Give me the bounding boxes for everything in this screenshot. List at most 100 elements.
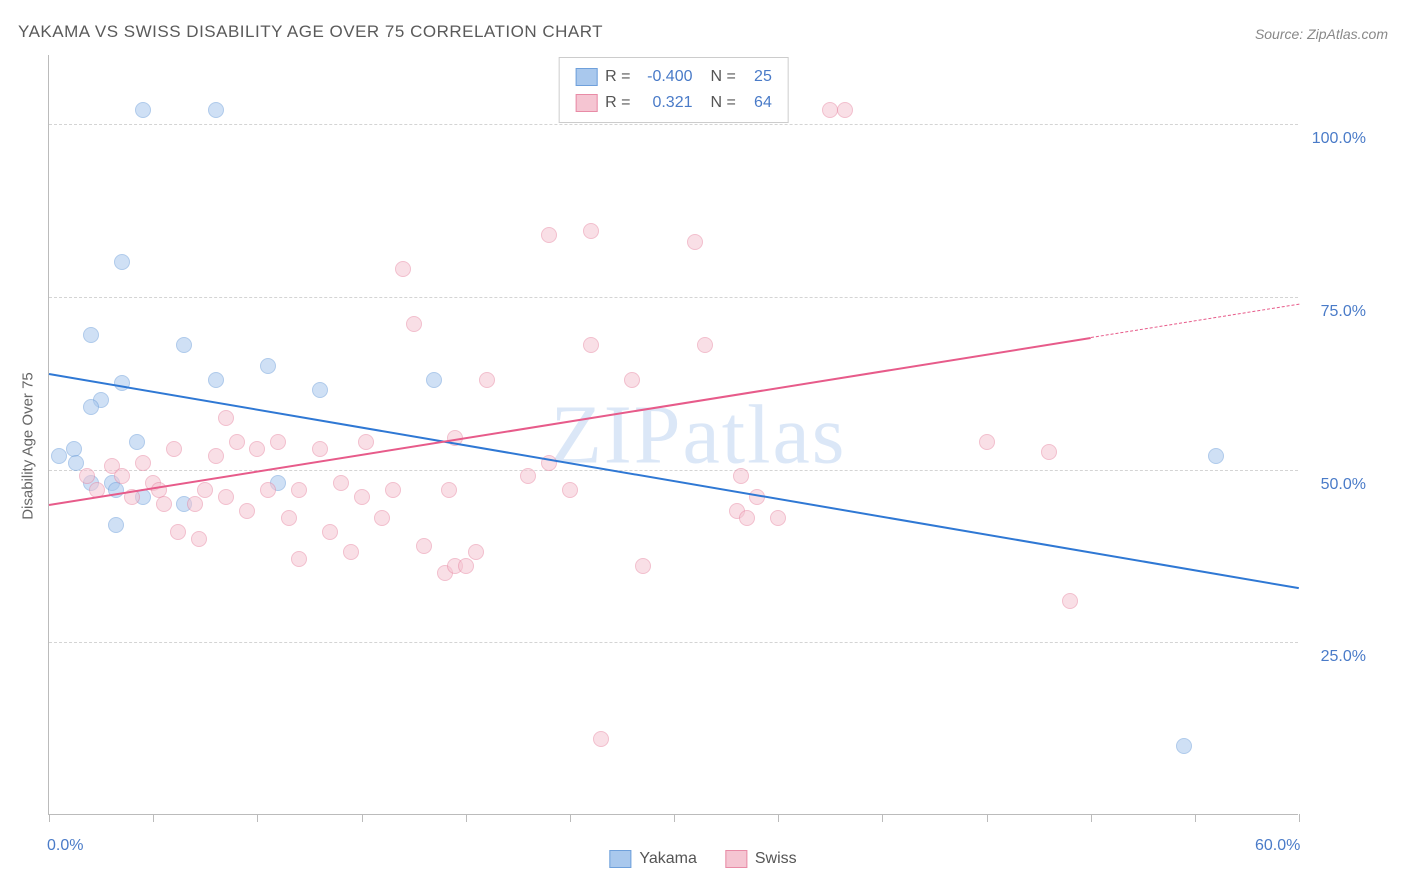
x-tick <box>153 814 154 822</box>
data-point <box>333 475 349 491</box>
data-point <box>281 510 297 526</box>
y-axis-label: Disability Age Over 75 <box>20 372 37 520</box>
data-point <box>208 372 224 388</box>
x-tick <box>674 814 675 822</box>
legend-swatch <box>575 68 597 86</box>
x-tick <box>257 814 258 822</box>
data-point <box>593 731 609 747</box>
data-point <box>733 468 749 484</box>
legend-swatch <box>725 850 747 868</box>
data-point <box>520 468 536 484</box>
legend-swatch <box>609 850 631 868</box>
data-point <box>68 455 84 471</box>
data-point <box>114 468 130 484</box>
data-point <box>979 434 995 450</box>
legend-r-value: -0.400 <box>639 68 693 86</box>
data-point <box>541 227 557 243</box>
series-legend: Yakama Swiss <box>609 850 796 868</box>
data-point <box>1208 448 1224 464</box>
data-point <box>1062 593 1078 609</box>
data-point <box>208 448 224 464</box>
data-point <box>129 434 145 450</box>
legend-row: R = -0.400 N = 25 <box>575 64 772 90</box>
y-tick-label: 25.0% <box>1321 648 1366 666</box>
data-point <box>358 434 374 450</box>
data-point <box>83 327 99 343</box>
data-point <box>270 434 286 450</box>
data-point <box>291 482 307 498</box>
correlation-legend: R = -0.400 N = 25 R = 0.321 N = 64 <box>558 57 789 123</box>
legend-label: Yakama <box>639 850 697 868</box>
legend-r-value: 0.321 <box>639 94 693 112</box>
plot-area: ZIPatlas R =-0.400N =25R =0.321N =64 25.… <box>48 55 1298 815</box>
x-tick-label: 60.0% <box>1255 837 1300 855</box>
data-point <box>176 337 192 353</box>
data-point <box>837 102 853 118</box>
data-point <box>218 489 234 505</box>
legend-n-label: N = <box>711 68 736 86</box>
data-point <box>218 410 234 426</box>
x-tick <box>778 814 779 822</box>
data-point <box>583 337 599 353</box>
data-point <box>114 375 130 391</box>
data-point <box>170 524 186 540</box>
legend-label: Swiss <box>755 850 797 868</box>
data-point <box>166 441 182 457</box>
data-point <box>51 448 67 464</box>
data-point <box>426 372 442 388</box>
data-point <box>583 223 599 239</box>
data-point <box>260 482 276 498</box>
x-tick-label: 0.0% <box>47 837 83 855</box>
data-point <box>135 102 151 118</box>
data-point <box>249 441 265 457</box>
data-point <box>770 510 786 526</box>
data-point <box>416 538 432 554</box>
data-point <box>385 482 401 498</box>
legend-item: Swiss <box>725 850 797 868</box>
x-tick <box>1091 814 1092 822</box>
legend-r-label: R = <box>605 94 630 112</box>
legend-n-label: N = <box>711 94 736 112</box>
data-point <box>156 496 172 512</box>
data-point <box>229 434 245 450</box>
x-tick <box>1195 814 1196 822</box>
data-point <box>291 551 307 567</box>
legend-n-value: 64 <box>744 94 772 112</box>
data-point <box>322 524 338 540</box>
data-point <box>468 544 484 560</box>
x-tick <box>570 814 571 822</box>
data-point <box>187 496 203 512</box>
x-tick <box>1299 814 1300 822</box>
data-point <box>135 455 151 471</box>
data-point <box>79 468 95 484</box>
x-tick <box>987 814 988 822</box>
data-point <box>562 482 578 498</box>
chart-container: YAKAMA VS SWISS DISABILITY AGE OVER 75 C… <box>0 0 1406 892</box>
data-point <box>479 372 495 388</box>
legend-row: R = 0.321 N = 64 <box>575 90 772 116</box>
data-point <box>406 316 422 332</box>
gridline <box>49 470 1298 471</box>
data-point <box>441 482 457 498</box>
data-point <box>395 261 411 277</box>
legend-r-label: R = <box>605 68 630 86</box>
data-point <box>197 482 213 498</box>
data-point <box>239 503 255 519</box>
data-point <box>687 234 703 250</box>
data-point <box>191 531 207 547</box>
chart-title: YAKAMA VS SWISS DISABILITY AGE OVER 75 C… <box>18 22 603 42</box>
data-point <box>114 254 130 270</box>
y-tick-label: 75.0% <box>1321 303 1366 321</box>
source-attribution: Source: ZipAtlas.com <box>1255 26 1388 42</box>
x-tick <box>466 814 467 822</box>
gridline <box>49 124 1298 125</box>
trend-line <box>1091 304 1299 338</box>
y-tick-label: 50.0% <box>1321 476 1366 494</box>
x-tick <box>362 814 363 822</box>
trend-line <box>49 337 1091 506</box>
data-point <box>83 399 99 415</box>
legend-n-value: 25 <box>744 68 772 86</box>
data-point <box>458 558 474 574</box>
data-point <box>260 358 276 374</box>
data-point <box>697 337 713 353</box>
